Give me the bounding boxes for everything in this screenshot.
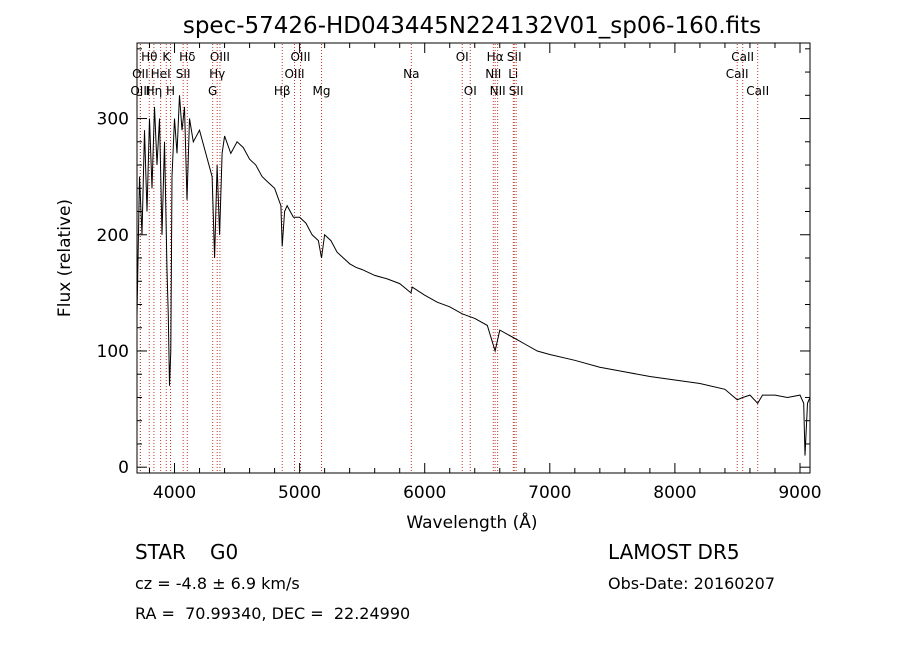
coordinates: RA = 70.99340, DEC = 22.24990 <box>135 604 411 623</box>
annotation-label-24: SII <box>509 84 524 98</box>
annotation-label-12: OIII <box>290 50 310 64</box>
axes: 4000 5000 6000 7000 8000 9000 0 100 200 300 <box>97 43 822 503</box>
annotation-label-3: K <box>162 50 171 64</box>
redshift-velocity: cz = -4.8 ± 6.9 km/s <box>135 574 300 593</box>
y-tick-label-2: 200 <box>97 226 129 246</box>
x-tick-label-5: 9000 <box>778 483 821 503</box>
object-class: STAR <box>135 540 186 564</box>
annotation-label-8: H <box>166 84 175 98</box>
annotation-label-7: SII <box>176 67 191 81</box>
object-subclass: G0 <box>210 540 239 564</box>
annotation-label-6: Hδ <box>179 50 195 64</box>
annotation-label-9: OIII <box>210 50 230 64</box>
x-tick-label-0: 4000 <box>153 483 196 503</box>
x-tick-label-1: 5000 <box>278 483 321 503</box>
annotation-label-23: Li <box>508 67 518 81</box>
annotation-label-16: Na <box>403 67 419 81</box>
survey-name: LAMOST DR5 <box>608 540 740 564</box>
y-axis-label: Flux (relative) <box>55 199 75 317</box>
annotation-label-26: CaII <box>726 67 749 81</box>
annotation-label-0: Hθ <box>141 50 157 64</box>
x-tick-label-4: 8000 <box>653 483 696 503</box>
y-tick-label-0: 0 <box>118 458 129 478</box>
annotation-label-17: OI <box>456 50 469 64</box>
annotation-label-27: CaII <box>746 84 769 98</box>
annotation-label-5: Hη <box>146 84 163 98</box>
annotation-label-21: NII <box>490 84 506 98</box>
spectrum-series <box>136 95 811 456</box>
annotation-label-19: Hα <box>487 50 504 64</box>
observation-date: Obs-Date: 20160207 <box>608 574 776 593</box>
y-tick-label-1: 100 <box>97 342 129 362</box>
x-tick-label-3: 7000 <box>528 483 571 503</box>
annotation-label-2: OIII <box>130 84 150 98</box>
annotation-label-10: Hγ <box>209 67 225 81</box>
annotation-label-11: G <box>208 84 217 98</box>
y-tick-label-3: 300 <box>97 110 129 130</box>
annotation-label-22: SII <box>507 50 522 64</box>
annotation-label-20: NII <box>485 67 501 81</box>
spectrum-line <box>136 95 811 456</box>
annotation-label-25: CaII <box>731 50 754 64</box>
plot-frame <box>136 42 811 474</box>
x-tick-label-2: 6000 <box>403 483 446 503</box>
x-axis-label: Wavelength (Å) <box>406 511 537 533</box>
annotation-label-15: Mg <box>313 84 331 98</box>
chart-title: spec-57426-HD043445N224132V01_sp06-160.f… <box>183 13 761 39</box>
annotation-label-4: HeI <box>151 67 171 81</box>
annotation-label-14: Hβ <box>274 84 291 98</box>
annotation-label-18: OI <box>464 84 477 98</box>
annotation-label-13: OIII <box>284 67 304 81</box>
